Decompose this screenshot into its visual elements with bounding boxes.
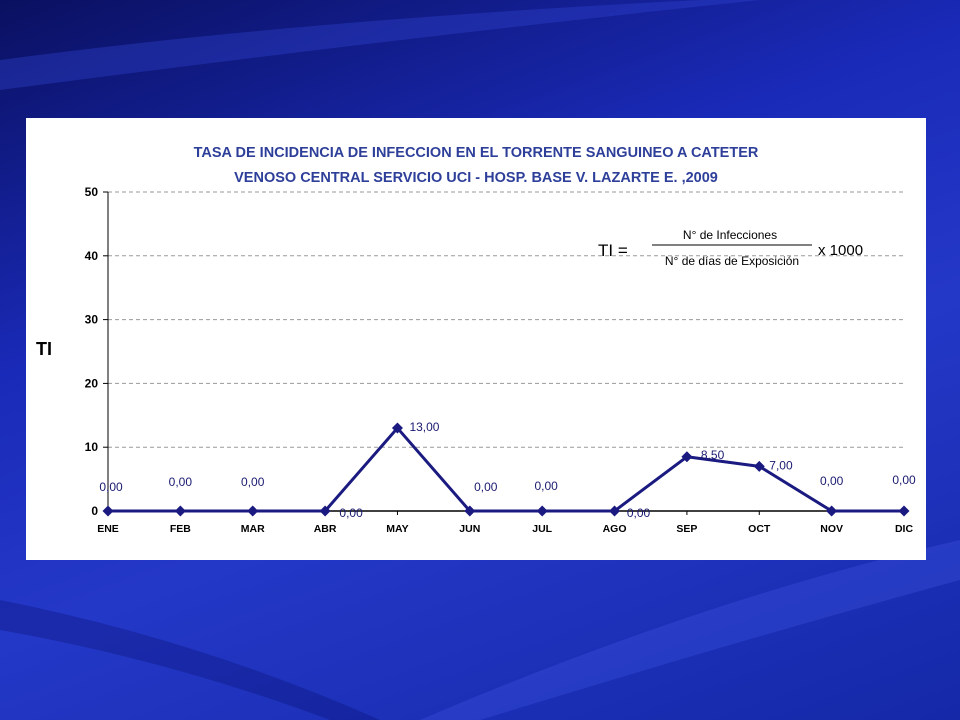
x-tick-label-abr: ABR [314, 523, 337, 535]
data-label-oct: 7,00 [769, 458, 793, 472]
chart-title-line-2: VENOSO CENTRAL SERVICIO UCI - HOSP. BASE… [234, 170, 718, 186]
series-line [108, 426, 904, 513]
formula-numerator: N° de Infecciones [683, 228, 777, 242]
data-label-ago: 0,00 [627, 506, 651, 520]
data-point-nov [826, 505, 838, 517]
data-label-mar: 0,00 [241, 475, 265, 489]
x-tick-label-dic: DIC [895, 523, 914, 535]
data-label-feb: 0,00 [169, 475, 193, 489]
data-point-dic [898, 505, 910, 517]
y-tick-label: 10 [85, 440, 99, 454]
formula-denominator: N° de días de Exposición [665, 254, 799, 268]
data-label-may: 13,00 [409, 420, 439, 434]
x-tick-label-sep: SEP [676, 523, 697, 535]
x-tick-label-jul: JUL [532, 523, 552, 535]
x-tick-label-ene: ENE [97, 523, 119, 535]
data-point-jun [464, 505, 476, 517]
chart: TASA DE INCIDENCIA DE INFECCION EN EL TO… [36, 145, 916, 535]
data-point-may [391, 422, 403, 434]
y-tick-label: 0 [91, 504, 98, 518]
gridlines [108, 191, 904, 448]
chart-title-line-1: TASA DE INCIDENCIA DE INFECCION EN EL TO… [194, 145, 759, 161]
formula-lhs: TI = [598, 241, 628, 260]
data-points [102, 422, 910, 517]
data-point-sep [681, 451, 693, 463]
data-labels: 0,00 0,00 0,00 0,00 13,00 0,00 0,00 0,00 8,50 7,0… [99, 420, 916, 520]
y-tick-label: 20 [85, 376, 99, 390]
data-label-ene: 0,00 [99, 480, 123, 494]
data-label-jul: 0,00 [535, 479, 559, 493]
y-tick-label: 30 [85, 313, 99, 327]
data-point-abr [319, 505, 331, 517]
data-point-ene [102, 505, 114, 517]
x-tick-label-nov: NOV [820, 523, 843, 535]
x-tick-labels: ENE FEB MAR ABR MAY JUN JUL AGO SEP OCT NOV DIC [97, 523, 913, 535]
data-point-oct [753, 460, 765, 472]
data-label-sep: 8,50 [701, 448, 725, 462]
data-point-jul [536, 505, 548, 517]
y-axis-label: TI [36, 339, 52, 359]
y-tick-label: 40 [85, 249, 99, 263]
data-label-nov: 0,00 [820, 474, 844, 488]
x-tick-label-may: MAY [386, 523, 408, 535]
y-tick-label: 50 [85, 185, 99, 199]
data-label-dic: 0,00 [892, 473, 916, 487]
x-tick-label-oct: OCT [748, 523, 771, 535]
formula-multiplier: x 1000 [818, 242, 863, 259]
data-point-ago [609, 505, 621, 517]
x-tick-label-feb: FEB [170, 523, 191, 535]
x-tick-label-mar: MAR [241, 523, 265, 535]
series-line-path [108, 426, 904, 513]
x-tick-label-jun: JUN [459, 523, 480, 535]
formula: TI = N° de Infecciones N° de días de Exp… [598, 228, 863, 268]
data-point-feb [174, 505, 186, 517]
data-label-abr: 0,00 [339, 506, 363, 520]
data-point-mar [247, 505, 259, 517]
x-tick-label-ago: AGO [603, 523, 627, 535]
y-tick-labels: 0 10 20 30 40 50 [85, 185, 99, 518]
data-label-jun: 0,00 [474, 480, 498, 494]
chart-panel: TASA DE INCIDENCIA DE INFECCION EN EL TO… [26, 118, 926, 560]
